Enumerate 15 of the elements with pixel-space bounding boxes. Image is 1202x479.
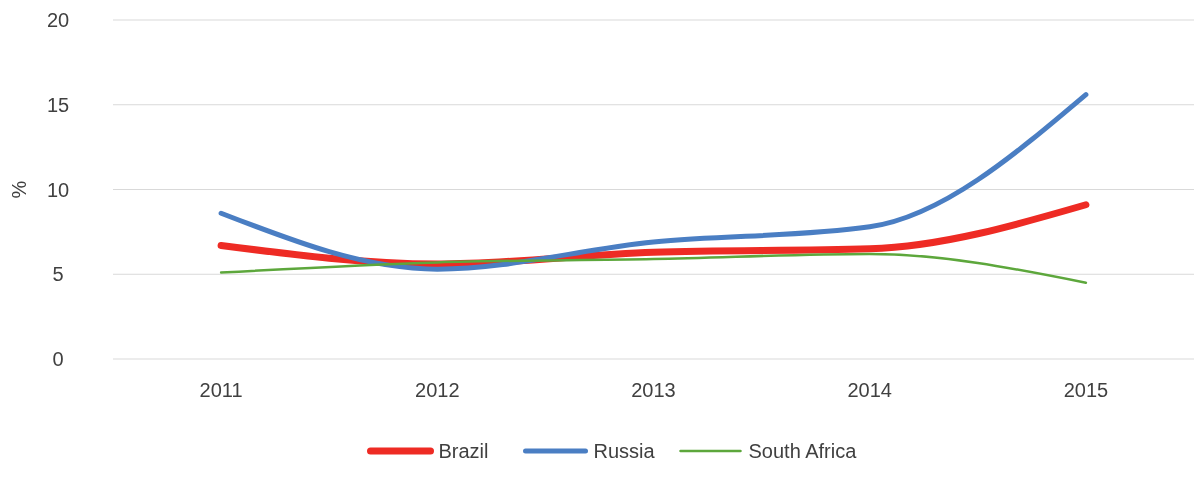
x-tick-label: 2014: [847, 379, 892, 401]
y-tick-label: 20: [46, 9, 70, 31]
y-tick-label: 15: [46, 93, 70, 116]
line-series: [219, 252, 1088, 284]
y-tick-label: 5: [52, 263, 64, 286]
x-tick-label: 2011: [199, 379, 243, 401]
x-tick-label: 2015: [1063, 379, 1109, 401]
x-tick-label: 2012: [415, 379, 460, 401]
legend-label: Brazil: [438, 440, 489, 462]
legend-label: South Africa: [748, 440, 858, 462]
legend-label: Russia: [593, 440, 656, 462]
y-tick-label: 10: [46, 178, 70, 201]
x-tick-label: 2013: [631, 379, 676, 401]
y-tick-label: 0: [52, 348, 64, 370]
y-axis-title: %: [8, 180, 30, 199]
